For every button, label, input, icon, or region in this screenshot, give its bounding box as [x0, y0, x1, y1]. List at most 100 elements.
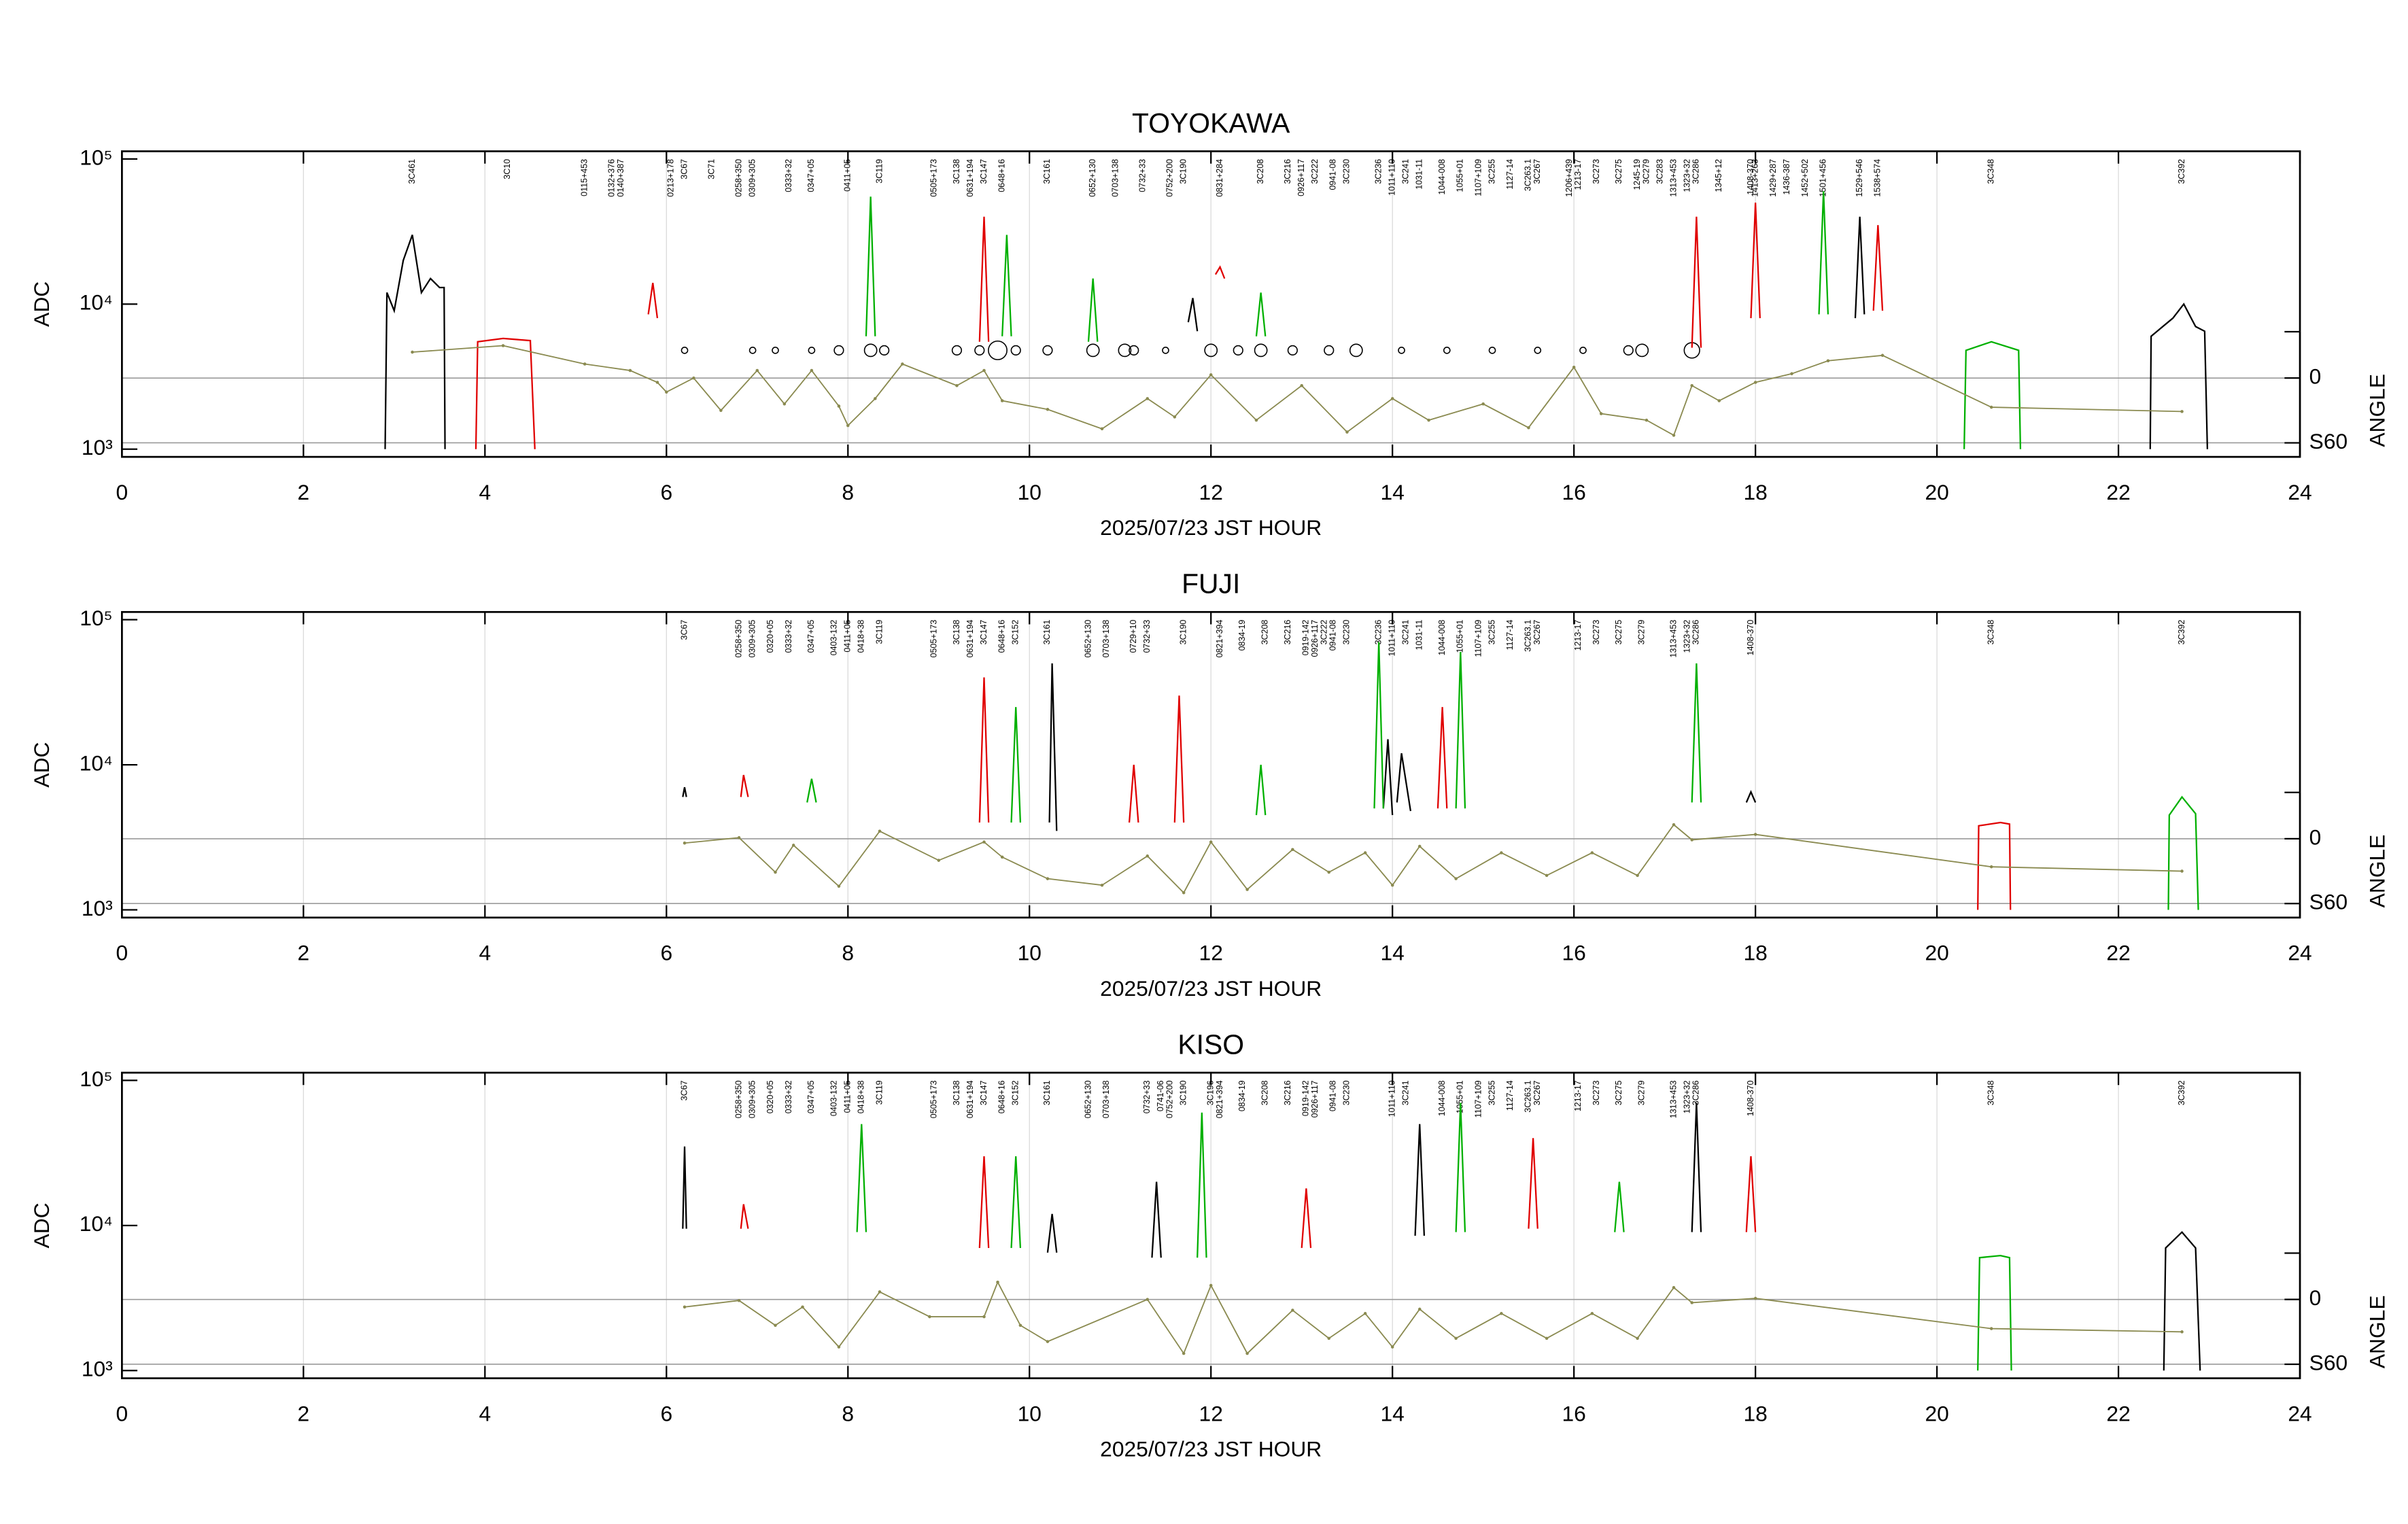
- source-label: 1055+01: [1456, 1080, 1465, 1113]
- source-label: 0834-19: [1237, 620, 1247, 651]
- angle-point: [837, 1345, 841, 1349]
- source-label: 0505+173: [929, 159, 938, 197]
- angle-point: [683, 1305, 687, 1309]
- source-label: 0505+173: [929, 1080, 938, 1118]
- angle-point: [1545, 1336, 1549, 1340]
- angle-point: [782, 402, 787, 406]
- angle-point: [583, 362, 587, 366]
- source-label: 0258+350: [734, 1080, 743, 1118]
- angle-line: [684, 1281, 2182, 1355]
- source-label: 1127-14: [1505, 159, 1515, 190]
- source-label: 3C138: [952, 1080, 961, 1105]
- source-label: 0926+117: [1310, 620, 1320, 657]
- source-label: 3C161: [1042, 620, 1052, 645]
- angle-point: [1100, 883, 1104, 887]
- angle-point: [1209, 1283, 1213, 1287]
- source-label: 0258+350: [734, 620, 743, 658]
- angle-point: [1100, 427, 1104, 431]
- source-label: 0309+305: [747, 159, 757, 197]
- y-axis-label: ADC: [29, 1202, 54, 1248]
- source-label: 3C255: [1487, 620, 1496, 645]
- source-label: 1408-370: [1746, 1080, 1755, 1116]
- angle-point: [655, 381, 659, 384]
- y-tick-label: 10⁵: [80, 1067, 113, 1091]
- angle-point: [1572, 365, 1576, 369]
- x-tick-label: 16: [1562, 941, 1585, 965]
- source-label: 3C283: [1655, 159, 1664, 184]
- adc-line: [740, 1138, 1757, 1248]
- source-label: 0132+376: [606, 159, 616, 197]
- marker-circle: [749, 347, 757, 354]
- x-tick-label: 24: [2288, 480, 2311, 504]
- source-label: 0652+130: [1083, 620, 1093, 658]
- angle-point: [1590, 1312, 1594, 1315]
- source-label: 0732+33: [1142, 620, 1152, 653]
- y2-tick-label: 0: [2309, 364, 2322, 389]
- source-label: 0403-132: [829, 1080, 839, 1116]
- marker-circle: [988, 340, 1008, 360]
- y2-tick-label: S60: [2309, 890, 2348, 914]
- plot-frame: [121, 610, 2301, 919]
- source-label: 0648+16: [997, 159, 1006, 192]
- source-label: 3C255: [1487, 159, 1496, 184]
- source-label: 0213+178: [666, 159, 675, 197]
- source-label: 3C275: [1614, 1080, 1623, 1105]
- x-tick-label: 8: [842, 480, 854, 504]
- source-label: 0926+117: [1310, 1080, 1320, 1118]
- x-axis-label: 2025/07/23 JST HOUR: [1100, 1437, 1322, 1461]
- source-label: 1107+109: [1473, 159, 1483, 196]
- x-tick-label: 2: [298, 480, 310, 504]
- source-label: 0752+200: [1165, 1080, 1174, 1118]
- source-label: 3C119: [874, 159, 884, 184]
- source-label: 0403-132: [829, 620, 839, 656]
- source-label: 3C230: [1342, 620, 1352, 645]
- source-label: 0831+284: [1215, 159, 1224, 197]
- source-label: 1011+110: [1387, 620, 1396, 657]
- angle-point: [846, 423, 850, 428]
- source-label: 1127-14: [1505, 1080, 1515, 1111]
- marker-circle: [863, 343, 878, 358]
- source-label: 3C10: [502, 159, 512, 179]
- source-label: 1323+32: [1682, 1080, 1691, 1113]
- source-label: 1011+110: [1387, 159, 1396, 196]
- source-label: 0347+05: [806, 1080, 816, 1113]
- angle-point: [1826, 359, 1830, 363]
- source-label: 0347+05: [806, 159, 816, 192]
- x-tick-label: 14: [1381, 941, 1405, 965]
- x-tick-label: 4: [479, 1401, 491, 1425]
- adc-line: [682, 1103, 2201, 1371]
- source-label: 3C216: [1283, 1080, 1292, 1105]
- marker-circle: [1579, 347, 1587, 354]
- x-tick-label: 22: [2106, 1401, 2130, 1425]
- angle-point: [1753, 381, 1757, 384]
- plot-frame: [121, 150, 2301, 458]
- adc-line: [475, 203, 1884, 449]
- marker-circle: [772, 347, 779, 354]
- angle-point: [996, 1280, 999, 1284]
- x-tick-label: 16: [1562, 480, 1585, 504]
- source-label: 1345+12: [1714, 159, 1723, 192]
- source-label: 1313+453: [1668, 620, 1678, 658]
- angle-point: [878, 1290, 882, 1294]
- source-label: 1323+32: [1682, 159, 1691, 192]
- marker-circle: [1010, 345, 1021, 356]
- chart-title: FUJI: [1182, 568, 1240, 600]
- source-label: 0418+38: [857, 1080, 866, 1113]
- marker-circle: [681, 347, 689, 354]
- angle-point: [1209, 840, 1213, 844]
- source-label: 3C119: [874, 1080, 884, 1105]
- source-label: 3C161: [1042, 1080, 1052, 1105]
- source-label: 0333+32: [784, 1080, 793, 1113]
- x-tick-label: 2: [298, 1401, 310, 1425]
- angle-point: [1417, 844, 1422, 848]
- source-label: 3C267: [1532, 620, 1542, 645]
- source-label: 1313+453: [1668, 1080, 1678, 1118]
- source-label: 3C216: [1283, 620, 1292, 645]
- x-tick-label: 14: [1381, 480, 1405, 504]
- source-label: 3C152: [1011, 1080, 1020, 1105]
- x-tick-label: 0: [116, 1401, 128, 1425]
- source-label: 3C275: [1614, 620, 1623, 645]
- source-label: 3C190: [1178, 1080, 1188, 1105]
- marker-circle: [1534, 347, 1542, 354]
